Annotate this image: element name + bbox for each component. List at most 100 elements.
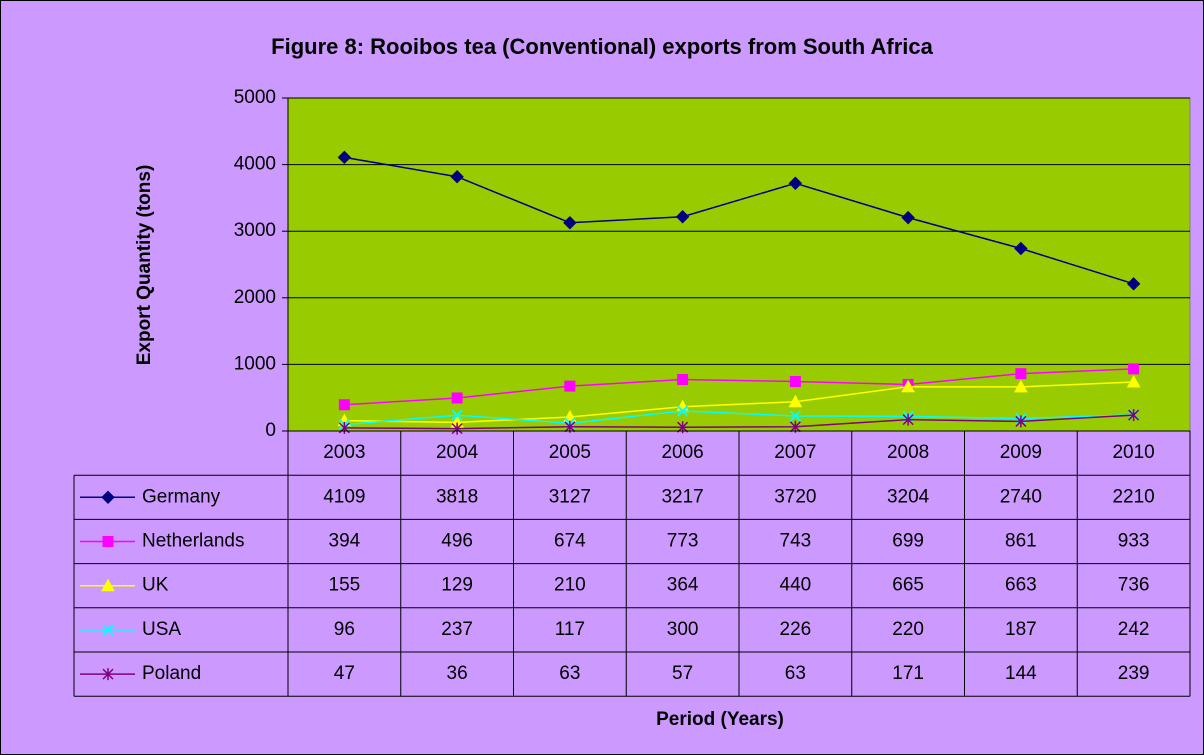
table-value: 663 bbox=[1005, 575, 1037, 596]
y-tick-label: 0 bbox=[265, 420, 276, 441]
x-tick-label: 2004 bbox=[436, 442, 479, 463]
legend-marker bbox=[101, 578, 115, 592]
table-value: 3720 bbox=[774, 486, 816, 507]
table-value: 129 bbox=[441, 575, 473, 596]
table-value: 63 bbox=[559, 663, 580, 684]
table-value: 3217 bbox=[661, 486, 703, 507]
table-value: 242 bbox=[1118, 619, 1150, 640]
plot-area bbox=[287, 97, 1191, 432]
data-point bbox=[450, 170, 464, 184]
table-value: 743 bbox=[780, 531, 812, 552]
table-value: 699 bbox=[892, 531, 924, 552]
x-tick-label: 2005 bbox=[549, 442, 591, 463]
data-point bbox=[563, 216, 577, 230]
table-value: 394 bbox=[329, 531, 361, 552]
table-value: 57 bbox=[672, 663, 693, 684]
x-tick-label: 2003 bbox=[323, 442, 365, 463]
series-line bbox=[344, 156, 1134, 285]
data-point bbox=[901, 210, 915, 225]
table-value: 144 bbox=[1005, 663, 1037, 684]
y-tick-label: 4000 bbox=[234, 154, 276, 175]
table-value: 364 bbox=[667, 575, 699, 596]
table-value: 861 bbox=[1005, 531, 1037, 552]
data-point bbox=[902, 413, 914, 426]
series-line bbox=[344, 368, 1134, 406]
legend-label: Germany bbox=[142, 486, 221, 507]
legend-marker bbox=[102, 536, 114, 547]
table-value: 239 bbox=[1118, 663, 1150, 684]
data-point bbox=[1014, 379, 1028, 393]
data-point bbox=[451, 392, 463, 404]
table-value: 933 bbox=[1118, 531, 1150, 552]
data-point bbox=[337, 150, 352, 165]
table-value: 47 bbox=[334, 663, 355, 684]
y-tick-label: 3000 bbox=[234, 220, 276, 241]
table-value: 171 bbox=[892, 663, 924, 684]
data-point bbox=[788, 394, 803, 408]
x-tick-label: 2010 bbox=[1112, 442, 1154, 463]
legend-marker bbox=[102, 624, 114, 636]
x-tick-label: 2007 bbox=[774, 442, 816, 463]
y-tick-label: 5000 bbox=[234, 87, 276, 108]
series-line bbox=[344, 410, 1134, 426]
table-value: 226 bbox=[780, 619, 812, 640]
y-tick-label: 2000 bbox=[234, 287, 276, 308]
data-point bbox=[675, 210, 690, 224]
table-value: 117 bbox=[555, 619, 585, 640]
y-tick-label: 1000 bbox=[234, 353, 276, 374]
table-value: 2740 bbox=[1000, 486, 1042, 507]
table-value: 665 bbox=[892, 575, 924, 596]
data-point bbox=[1014, 241, 1028, 256]
table-value: 736 bbox=[1118, 575, 1150, 596]
table-value: 3818 bbox=[436, 486, 478, 507]
x-axis-title: Period (Years) bbox=[656, 709, 784, 730]
table-value: 220 bbox=[892, 619, 924, 640]
data-point bbox=[1126, 374, 1141, 388]
series-line bbox=[344, 381, 1134, 424]
x-tick-label: 2006 bbox=[661, 442, 703, 463]
table-value: 440 bbox=[780, 575, 812, 596]
chart-title: Figure 8: Rooibos tea (Conventional) exp… bbox=[271, 34, 933, 59]
table-value: 96 bbox=[334, 619, 355, 640]
table-value: 3204 bbox=[887, 486, 930, 507]
data-point bbox=[676, 405, 689, 417]
table-value: 210 bbox=[554, 575, 586, 596]
table-value: 63 bbox=[785, 663, 806, 684]
data-point bbox=[1126, 277, 1141, 291]
data-point bbox=[1128, 409, 1140, 422]
x-tick-label: 2008 bbox=[887, 442, 929, 463]
data-point bbox=[1015, 368, 1027, 380]
table-value: 300 bbox=[667, 619, 699, 640]
data-point bbox=[901, 379, 915, 393]
table-value: 155 bbox=[329, 575, 361, 596]
legend-label: USA bbox=[142, 619, 181, 640]
data-point bbox=[564, 380, 576, 392]
legend-marker bbox=[102, 668, 114, 681]
table-value: 2210 bbox=[1112, 486, 1154, 507]
table-value: 237 bbox=[441, 619, 473, 640]
table-value: 187 bbox=[1005, 619, 1037, 640]
table-value: 36 bbox=[447, 663, 468, 684]
table-value: 3127 bbox=[549, 486, 591, 507]
series-line bbox=[344, 414, 1134, 430]
data-point bbox=[1128, 363, 1140, 375]
x-tick-label: 2009 bbox=[1000, 442, 1042, 463]
data-point bbox=[677, 374, 689, 386]
table-value: 496 bbox=[441, 531, 473, 552]
data-point bbox=[789, 376, 801, 388]
table-value: 4109 bbox=[323, 486, 365, 507]
data-point bbox=[338, 399, 350, 411]
legend-label: UK bbox=[142, 575, 169, 596]
table-value: 674 bbox=[554, 531, 586, 552]
y-axis-title: Export Quantity (tons) bbox=[134, 165, 155, 366]
data-point bbox=[789, 410, 802, 422]
legend-marker bbox=[101, 490, 115, 505]
table-value: 773 bbox=[667, 531, 699, 552]
legend-label: Poland bbox=[142, 663, 201, 684]
data-point bbox=[1015, 415, 1027, 428]
data-point bbox=[788, 176, 803, 190]
data-point bbox=[451, 422, 463, 435]
legend-label: Netherlands bbox=[142, 531, 244, 552]
data-point bbox=[451, 409, 463, 421]
